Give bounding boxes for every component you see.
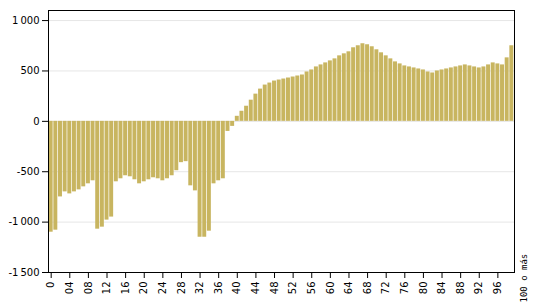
svg-text:48: 48 [269,282,280,295]
svg-text:0: 0 [33,116,39,127]
svg-text:68: 68 [362,282,373,295]
svg-text:12: 12 [101,282,112,295]
svg-text:84: 84 [436,282,447,295]
svg-text:44: 44 [250,282,261,295]
svg-text:72: 72 [380,282,391,295]
svg-text:20: 20 [138,282,149,295]
svg-text:-500: -500 [17,166,40,177]
svg-text:92: 92 [473,282,484,295]
svg-text:40: 40 [231,282,242,295]
svg-text:36: 36 [213,282,224,295]
svg-text:500: 500 [20,65,39,76]
svg-text:52: 52 [287,282,298,295]
svg-text:80: 80 [418,282,429,295]
svg-text:60: 60 [325,282,336,295]
svg-text:08: 08 [83,282,94,295]
svg-text:76: 76 [399,282,410,295]
svg-text:24: 24 [157,282,168,295]
svg-text:28: 28 [176,282,187,295]
svg-text:04: 04 [64,282,75,295]
svg-text:64: 64 [343,282,354,295]
svg-text:16: 16 [120,282,131,295]
svg-text:1 000: 1 000 [12,15,39,26]
svg-text:56: 56 [306,282,317,295]
svg-text:100 o más: 100 o más [519,254,529,303]
svg-text:32: 32 [194,282,205,295]
svg-text:-1 500: -1 500 [8,267,39,278]
svg-text:88: 88 [455,282,466,295]
svg-text:-1 000: -1 000 [8,216,39,227]
svg-text:96: 96 [492,282,503,295]
svg-text:0: 0 [45,282,56,288]
